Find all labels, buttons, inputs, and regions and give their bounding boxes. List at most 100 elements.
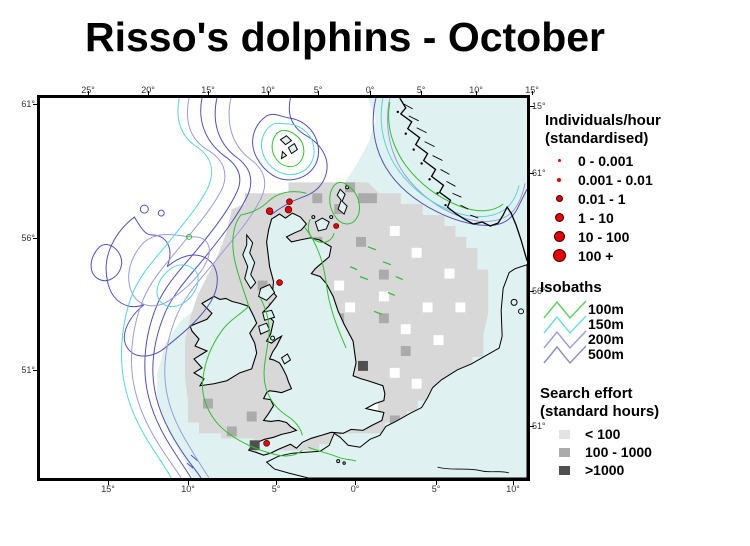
axis-label-top: 10° [261, 85, 275, 95]
coastline-small-islands [242, 135, 525, 465]
legend-isobath-item: 150m [540, 315, 745, 335]
axis-label-top: 0° [365, 85, 375, 95]
axis-tick [513, 481, 514, 485]
axis-label-top: 25° [81, 85, 95, 95]
sighting-dot [286, 198, 293, 206]
legend-effort-title: Search effort [540, 385, 633, 402]
legend-individuals-label: 1 - 10 [578, 209, 614, 226]
axis-label-bottom: 15° [101, 484, 115, 494]
legend-individuals-subtitle: (standardised) [545, 130, 649, 147]
effort-cell-zero [367, 400, 378, 411]
axis-tick [530, 426, 534, 427]
axis-tick [530, 173, 534, 174]
isobath-line-icon [543, 345, 587, 365]
effort-cell-medium [202, 398, 213, 409]
axis-label-left: 61° [21, 99, 35, 109]
axis-label-top: 5° [313, 85, 323, 95]
effort-square-icon [559, 447, 570, 457]
axis-tick [33, 238, 37, 239]
legend-individuals-label: 0.001 - 0.01 [578, 171, 653, 188]
legend-isobath-item: 200m [540, 330, 745, 350]
isobath-line-icon [543, 300, 587, 320]
legend-effort-item: 100 - 1000 [540, 443, 745, 461]
effort-cell-medium [378, 313, 389, 324]
legend-individuals-item: 0.001 - 0.01 [540, 170, 745, 189]
isobath-100m-lines [186, 101, 504, 462]
axis-tick [188, 481, 189, 485]
legend-individuals-title: Individuals/hour [545, 112, 661, 129]
effort-cell-medium [358, 193, 368, 204]
isobath-500m-lines [90, 98, 527, 478]
axis-label-top: 20° [141, 85, 155, 95]
effort-cell-zero [411, 247, 422, 258]
coastline-ireland [189, 295, 258, 387]
legend-effort-label: 100 - 1000 [585, 444, 652, 460]
legend-individuals-label: 0 - 0.001 [578, 152, 634, 169]
axis-label-left: 56° [21, 233, 35, 243]
legend: Individuals/hour (standardised) 0 - 0.00… [540, 112, 745, 489]
sighting-dot [263, 439, 270, 447]
effort-cell-medium [389, 415, 400, 426]
effort-cell-medium [378, 269, 389, 280]
map-canvas [40, 98, 527, 478]
page-title: Risso's dolphins - October [84, 14, 606, 60]
axis-label-top: 10° [469, 85, 483, 95]
axis-tick [436, 481, 437, 485]
sighting-dot [284, 205, 293, 214]
norway-skerry-dots [396, 110, 447, 207]
norway-fjord-lines [403, 103, 479, 219]
legend-effort-label: >1000 [585, 462, 625, 478]
axis-label-right: 56° [532, 286, 546, 296]
axis-label-right: 51° [532, 421, 546, 431]
legend-individuals-label: 100 + [578, 247, 614, 264]
coastline-norway [396, 98, 527, 474]
axis-label-bottom: 10° [506, 484, 520, 494]
effort-cell-dark [358, 360, 368, 371]
legend-effort-item: < 100 [540, 425, 745, 443]
effort-cell-zero [334, 280, 345, 291]
effort-cell-zero [444, 268, 455, 279]
axis-tick [532, 91, 533, 95]
legend-dot-icon [554, 213, 564, 222]
legend-dot-icon [557, 177, 561, 182]
axis-tick [208, 91, 209, 95]
axis-tick [355, 481, 356, 485]
axis-tick [33, 370, 37, 371]
legend-individuals-item: 1 - 10 [540, 208, 745, 227]
sighting-dot [276, 279, 283, 286]
legend-dot-icon [555, 195, 563, 202]
legend-individuals-item: 100 + [540, 246, 745, 265]
axis-tick [530, 291, 534, 292]
legend-isobath-label: 500m [588, 346, 624, 362]
legend-isobath-item: 500m [540, 345, 745, 365]
axis-tick [530, 106, 534, 107]
effort-square-icon [559, 465, 570, 475]
effort-cell-medium [356, 236, 366, 247]
legend-dot-icon [553, 231, 565, 242]
axis-label-top: 15° [525, 85, 539, 95]
axis-tick [476, 91, 477, 95]
map-frame: 25° 20° 15° 10° 5° 0° 5° 10° 15° 15° 10° 5° 0° 5° 10° 6… [21, 85, 545, 494]
axis-tick [421, 91, 422, 95]
axis-tick [318, 91, 319, 95]
axis-tick [276, 481, 277, 485]
axis-label-left: 51° [21, 365, 35, 375]
legend-effort-subtitle: (standard hours) [540, 403, 660, 420]
legend-effort-item: >1000 [540, 461, 745, 479]
effort-cell-zero [411, 378, 422, 389]
effort-high-cells [249, 360, 368, 451]
legend-isobath-label: 150m [588, 316, 624, 332]
legend-isobath-label: 100m [588, 301, 624, 317]
effort-cell-zero [422, 302, 433, 313]
axis-label-right: 15° [532, 101, 546, 111]
axis-label-bottom: 5° [431, 484, 441, 494]
axis-tick [148, 91, 149, 95]
legend-isobaths: Isobaths 100m 150m 200m 500m [540, 279, 745, 365]
effort-cell-zero [455, 302, 466, 313]
effort-cell-medium [226, 426, 237, 437]
legend-individuals-label: 0.01 - 1 [578, 190, 626, 207]
axis-label-bottom: 5° [271, 484, 281, 494]
legend-individuals-label: 10 - 100 [578, 228, 630, 245]
legend-dot-icon [557, 159, 561, 162]
isobath-line-icon [543, 330, 587, 350]
